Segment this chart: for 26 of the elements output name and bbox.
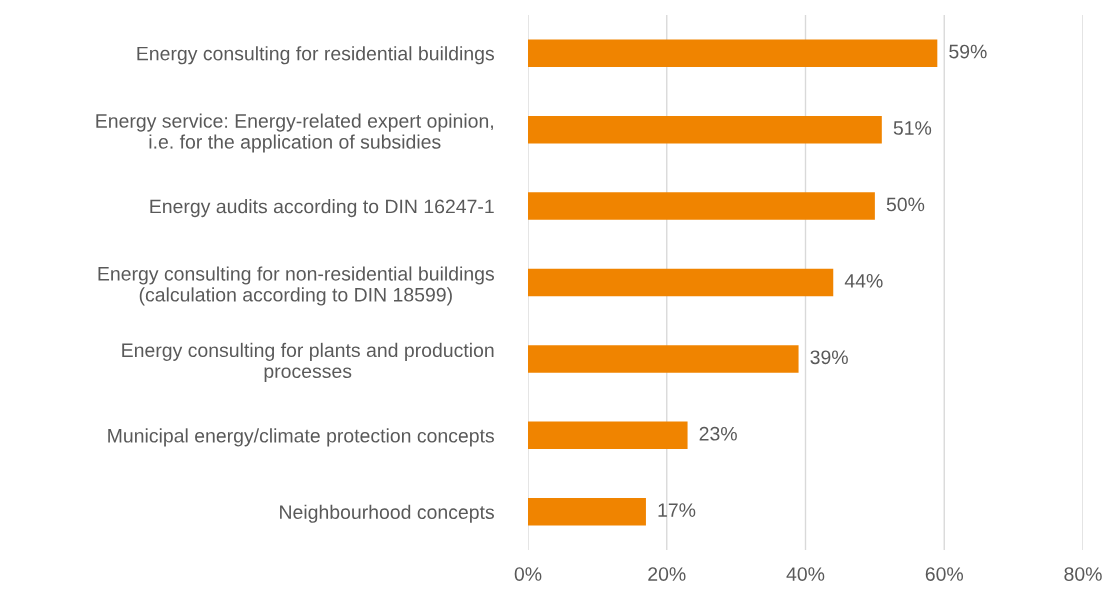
x-tick-label: 60% bbox=[925, 567, 964, 581]
y-tick-label: Neighbourhood concepts bbox=[280, 504, 494, 523]
bar bbox=[528, 115, 882, 144]
data-label: 23% bbox=[699, 426, 737, 441]
bar bbox=[528, 39, 938, 67]
y-tick-label: Energy audits according to DIN 16247-1 bbox=[150, 199, 494, 218]
data-label: 44% bbox=[844, 274, 883, 288]
data-label: 39% bbox=[810, 350, 848, 365]
y-tick-label: Energy service: Energy-related expert opinion, i.e. for the application of subsidies bbox=[96, 113, 493, 153]
x-tick-label: 20% bbox=[648, 567, 686, 581]
data-label: 17% bbox=[658, 503, 696, 517]
bar bbox=[528, 498, 646, 526]
data-label: 51% bbox=[893, 121, 932, 135]
y-tick-label: Energy consulting for non-residential buildings (calculation according to DIN 18599) bbox=[98, 266, 494, 306]
bar bbox=[528, 421, 688, 450]
bar bbox=[528, 345, 799, 373]
y-tick-label: Energy consulting for residential buildings bbox=[137, 46, 494, 65]
bar bbox=[528, 192, 875, 220]
x-tick-label: 80% bbox=[1064, 567, 1102, 581]
data-label: 59% bbox=[949, 44, 987, 59]
y-tick-label: Energy consulting for plants and production processes bbox=[122, 342, 494, 382]
bar bbox=[528, 268, 834, 297]
data-label: 50% bbox=[886, 197, 925, 212]
x-tick-label: 0% bbox=[514, 567, 542, 581]
x-tick-label: 40% bbox=[786, 567, 825, 581]
y-tick-label: Municipal energy/climate protection concepts bbox=[108, 428, 494, 447]
